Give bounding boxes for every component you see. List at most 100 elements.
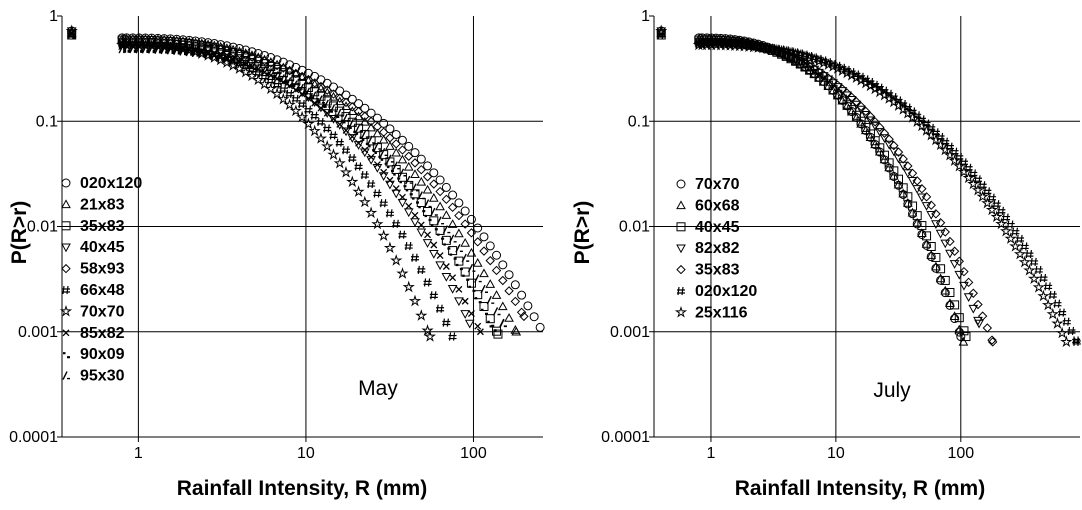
data-point (843, 65, 852, 74)
data-point (997, 206, 1006, 215)
data-point (535, 322, 545, 332)
data-point (385, 180, 395, 190)
data-point (399, 181, 407, 188)
data-point (308, 124, 321, 137)
data-point (335, 86, 345, 96)
data-point (341, 97, 351, 108)
data-point (422, 239, 433, 248)
data-point (498, 260, 508, 270)
data-point (1034, 265, 1043, 274)
data-point (870, 136, 880, 146)
data-point (489, 325, 497, 332)
data-point (913, 111, 922, 120)
data-point (856, 101, 866, 112)
data-point (399, 193, 406, 201)
data-point (411, 211, 419, 219)
data-point (889, 166, 899, 176)
data-point (417, 191, 426, 200)
data-point (383, 241, 397, 254)
data-point (861, 106, 871, 117)
legend-label: 95x30 (80, 368, 125, 385)
data-point (870, 117, 880, 127)
data-point (253, 54, 263, 64)
y-tick-label: 0.1 (628, 113, 650, 130)
data-point (1000, 224, 1013, 237)
legend-label: 70x70 (695, 176, 740, 193)
data-point (347, 102, 358, 112)
data-point (347, 117, 357, 127)
data-point (826, 60, 840, 72)
data-point (364, 206, 378, 219)
data-point (922, 119, 931, 128)
data-point (454, 210, 464, 221)
data-point (491, 290, 502, 299)
legend-marker (676, 222, 686, 232)
data-point (378, 127, 389, 137)
data-point (310, 111, 319, 120)
legend-label: 40x45 (80, 239, 125, 256)
data-point (291, 94, 300, 103)
data-point (161, 46, 169, 53)
data-point (985, 203, 999, 216)
data-point (429, 291, 438, 300)
data-point (380, 158, 388, 165)
data-point (926, 250, 937, 259)
data-point (391, 164, 401, 174)
data-point (422, 184, 433, 194)
series-25x116 (655, 24, 1073, 348)
data-point (448, 190, 458, 200)
data-point (260, 66, 269, 75)
legend-marker (62, 329, 70, 337)
data-point (929, 133, 943, 146)
data-point (335, 138, 344, 147)
legend-label: 020x120 (80, 175, 142, 192)
data-point (468, 285, 476, 292)
data-point (334, 96, 345, 106)
data-point (842, 99, 852, 109)
data-point (931, 261, 941, 271)
data-point (917, 184, 927, 194)
data-point (903, 198, 913, 207)
data-point (510, 296, 521, 307)
data-point (123, 45, 131, 52)
data-point (437, 233, 445, 240)
y-tick-label: 0.01 (619, 219, 650, 236)
data-point (931, 263, 941, 273)
data-point (264, 82, 278, 95)
data-point (910, 115, 924, 127)
data-point (945, 298, 955, 308)
data-point (339, 165, 353, 178)
data-point (311, 91, 319, 100)
data-point (847, 105, 857, 115)
data-point (510, 280, 520, 290)
data-point (949, 311, 960, 321)
data-point (183, 44, 196, 56)
data-point (479, 268, 489, 278)
data-point (272, 60, 282, 71)
data-point (480, 284, 488, 294)
data-point (405, 189, 413, 196)
data-point (917, 115, 926, 124)
data-point (327, 148, 340, 160)
data-point (954, 270, 965, 280)
data-point (467, 263, 476, 273)
data-point (486, 295, 495, 305)
data-point (412, 197, 420, 204)
data-point (68, 26, 76, 36)
data-point (417, 221, 425, 229)
data-point (893, 147, 904, 157)
data-point (950, 147, 959, 156)
data-point (355, 132, 363, 139)
data-point (360, 111, 370, 122)
data-point (912, 185, 923, 194)
data-point (321, 139, 334, 152)
legend-label: 82x82 (695, 240, 740, 257)
data-point (1056, 326, 1069, 339)
data-point (842, 88, 852, 98)
data-point (223, 54, 231, 63)
data-point (784, 46, 798, 59)
data-point (272, 55, 282, 65)
data-point (385, 209, 394, 218)
data-point (398, 168, 407, 178)
